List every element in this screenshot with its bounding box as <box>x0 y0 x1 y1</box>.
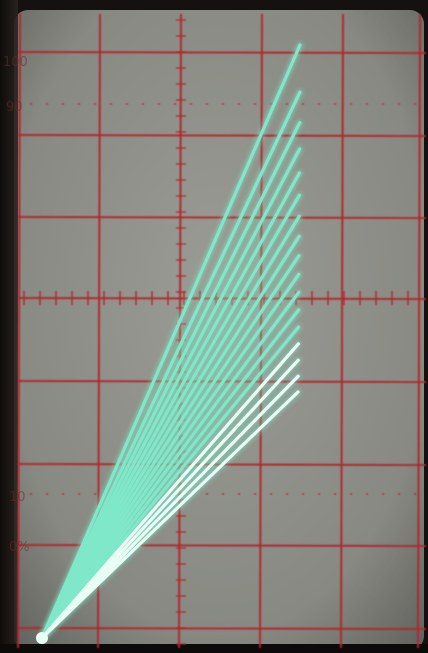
trace-line <box>40 342 300 640</box>
graticule-horizontal-line <box>17 626 427 631</box>
scale-label-90: 90 <box>6 100 23 115</box>
trace-line <box>40 325 301 640</box>
graticule <box>16 13 427 649</box>
scale-label-0: 0% <box>9 540 30 555</box>
trace-line <box>40 214 301 640</box>
graticule-vertical-line <box>177 13 183 649</box>
trace-origin-spot <box>36 632 48 644</box>
trace-line <box>40 121 302 640</box>
trace-line <box>40 43 302 640</box>
trace-line <box>40 308 301 640</box>
graticule-vertical-line <box>416 13 422 649</box>
scale-label-100: 100 <box>3 55 28 70</box>
graticule-horizontal-line <box>17 50 427 55</box>
trace-line <box>40 374 300 640</box>
graticule-vertical-line <box>339 13 345 649</box>
trace-line <box>40 254 301 640</box>
traces <box>36 43 302 644</box>
graticule-horizontal-line <box>17 133 427 138</box>
trace-line <box>40 171 302 640</box>
trace-line <box>40 390 300 640</box>
trace-line <box>40 290 301 640</box>
bezel-left-shadow <box>0 0 18 653</box>
trace-line <box>40 90 302 640</box>
trace-line <box>40 193 301 640</box>
trace-line <box>40 358 300 640</box>
trace-line <box>40 234 301 640</box>
trace-line <box>40 147 302 640</box>
graticule-vertical-line <box>16 13 22 649</box>
scale-label-10: 10 <box>9 490 26 505</box>
bezel-bottom <box>0 644 428 653</box>
trace-line <box>40 272 301 640</box>
